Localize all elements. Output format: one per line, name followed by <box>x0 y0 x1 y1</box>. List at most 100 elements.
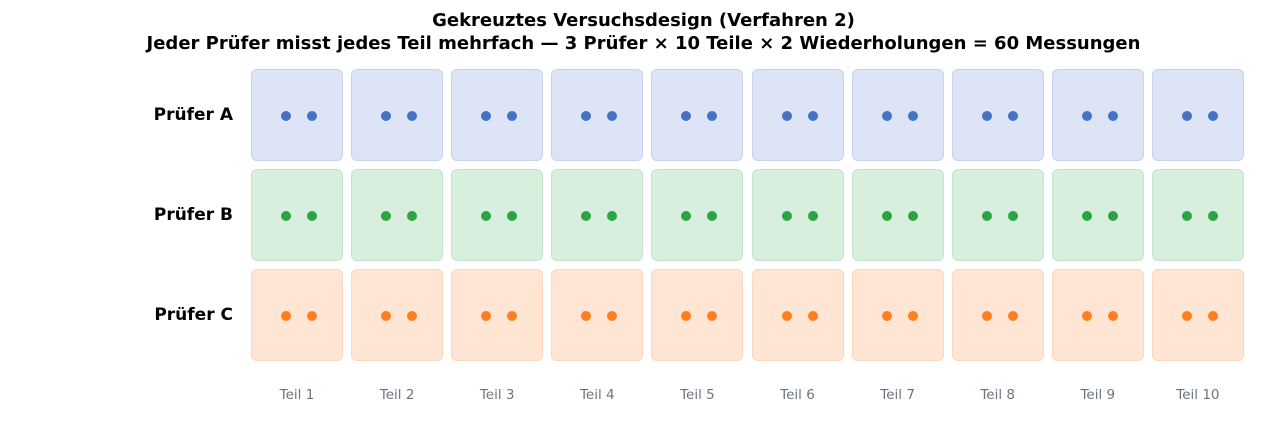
measurement-dot <box>681 311 692 321</box>
measurement-dot <box>1081 211 1092 221</box>
measurement-cell <box>1151 69 1244 161</box>
operator-label: Prüfer B <box>153 205 233 225</box>
operator-label: Prüfer A <box>153 105 233 125</box>
measurement-cell <box>751 169 844 261</box>
measurement-dot <box>607 311 618 321</box>
measurement-dot <box>707 311 718 321</box>
measurement-dot <box>1107 311 1118 321</box>
measurement-cell <box>551 169 644 261</box>
diagram-subtitle: Jeder Prüfer misst jedes Teil mehrfach —… <box>146 33 1141 54</box>
measurement-dot <box>881 111 892 121</box>
measurement-dot <box>781 111 792 121</box>
part-label: Teil 2 <box>379 387 415 403</box>
measurement-dot <box>881 311 892 321</box>
measurement-dot <box>807 111 818 121</box>
measurement-cell <box>651 269 744 361</box>
measurement-dot <box>707 111 718 121</box>
measurement-cell <box>751 69 844 161</box>
measurement-dot <box>407 211 418 221</box>
measurement-dot <box>381 211 392 221</box>
measurement-dot <box>1081 111 1092 121</box>
measurement-dot <box>907 111 918 121</box>
measurement-cell <box>551 69 644 161</box>
measurement-cell <box>951 69 1044 161</box>
measurement-dot <box>1007 111 1018 121</box>
measurement-dot <box>1007 311 1018 321</box>
measurement-cell <box>451 69 544 161</box>
measurement-dot <box>981 111 992 121</box>
measurement-cell <box>251 69 343 161</box>
part-label: Teil 9 <box>1080 387 1116 403</box>
measurement-dot <box>981 211 992 221</box>
measurement-cell <box>651 69 744 161</box>
measurement-dot <box>307 211 317 221</box>
measurement-dot <box>1181 311 1192 321</box>
measurement-cell <box>651 169 744 261</box>
measurement-cell <box>1051 269 1144 361</box>
measurement-dot <box>1207 111 1218 121</box>
measurement-cell <box>1051 169 1144 261</box>
measurement-dot <box>407 311 418 321</box>
measurement-cell <box>851 269 944 361</box>
measurement-dot <box>281 211 291 221</box>
measurement-dot <box>781 311 792 321</box>
measurement-cell <box>851 169 944 261</box>
measurement-cell <box>851 69 944 161</box>
measurement-dot <box>481 111 492 121</box>
measurement-dot <box>307 311 317 321</box>
measurement-dot <box>707 211 718 221</box>
measurement-dot <box>1181 211 1192 221</box>
measurement-dot <box>307 111 317 121</box>
measurement-dot <box>581 311 592 321</box>
measurement-cell <box>351 69 444 161</box>
measurement-cell <box>751 269 844 361</box>
measurement-dot <box>581 211 592 221</box>
measurement-cell <box>451 169 544 261</box>
measurement-dot <box>681 111 692 121</box>
measurement-cell <box>451 269 544 361</box>
part-label: Teil 8 <box>980 387 1015 403</box>
measurement-dot <box>507 111 518 121</box>
measurement-cell <box>351 269 444 361</box>
diagram-title: Gekreuztes Versuchsdesign (Verfahren 2) <box>432 10 855 31</box>
measurement-dot <box>807 311 818 321</box>
measurement-dot <box>1107 211 1118 221</box>
measurement-cell <box>1151 169 1244 261</box>
part-label: Teil 6 <box>780 387 815 403</box>
part-label: Teil 3 <box>479 387 515 403</box>
measurement-dot <box>607 211 618 221</box>
measurement-dot <box>507 211 518 221</box>
measurement-dot <box>581 111 592 121</box>
part-label: Teil 5 <box>680 387 715 403</box>
measurement-dot <box>1007 211 1018 221</box>
measurement-cell <box>1051 69 1144 161</box>
part-label: Teil 7 <box>880 387 915 403</box>
measurement-dot <box>481 311 492 321</box>
measurement-dot <box>881 211 892 221</box>
measurement-cell <box>1151 269 1244 361</box>
measurement-cell <box>951 169 1044 261</box>
measurement-dot <box>407 111 418 121</box>
part-label: Teil 4 <box>579 387 615 403</box>
measurement-dot <box>1207 211 1218 221</box>
measurement-dot <box>1081 311 1092 321</box>
measurement-dot <box>907 211 918 221</box>
measurement-dot <box>981 311 992 321</box>
measurement-dot <box>1107 111 1118 121</box>
measurement-dot <box>807 211 818 221</box>
measurement-dot <box>1207 311 1218 321</box>
measurement-dot <box>681 211 692 221</box>
measurement-dot <box>381 111 392 121</box>
part-label: Teil 1 <box>279 387 315 403</box>
measurement-dot <box>781 211 792 221</box>
measurement-cell <box>951 269 1044 361</box>
measurement-dot <box>507 311 518 321</box>
measurement-dot <box>281 111 291 121</box>
measurement-dot <box>1181 111 1192 121</box>
measurement-cell <box>251 169 343 261</box>
measurement-dot <box>907 311 918 321</box>
measurement-dot <box>481 211 492 221</box>
measurement-dot <box>381 311 392 321</box>
measurement-cell <box>551 269 644 361</box>
part-label: Teil 10 <box>1176 387 1220 403</box>
